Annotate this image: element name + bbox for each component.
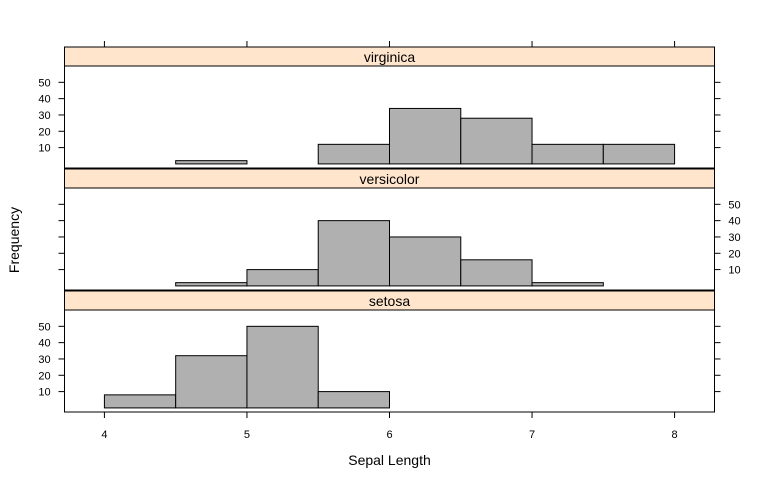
- y-axis-title: Frequency: [6, 207, 22, 273]
- strip-versicolor: [64, 168, 715, 189]
- panel-setosa: setosa: [64, 290, 715, 413]
- bar-setosa-4: [103, 394, 177, 409]
- y-tick-label-versicolor-30: 30: [728, 232, 740, 244]
- strip-label-versicolor: versicolor: [360, 171, 420, 187]
- y-tick-label-setosa-40: 40: [38, 338, 50, 350]
- panel-versicolor: versicolor: [64, 168, 715, 291]
- y-tick-label-virginica-30: 30: [38, 110, 50, 122]
- x-axis-title: Sepal Length: [348, 452, 431, 468]
- bar-versicolor-4.5: [175, 282, 248, 287]
- bar-virginica-4.5: [175, 160, 248, 165]
- bar-setosa-5: [246, 325, 319, 409]
- y-tick-label-setosa-10: 10: [38, 387, 50, 399]
- y-tick-label-virginica-40: 40: [38, 94, 50, 106]
- bar-setosa-5.5: [317, 391, 390, 409]
- x-tick-label-8: 8: [672, 429, 678, 441]
- bar-versicolor-7: [531, 282, 604, 287]
- y-tick-label-setosa-50: 50: [38, 321, 50, 333]
- x-tick-label-6: 6: [386, 429, 392, 441]
- panels-layer: virginica versicolor setosa: [64, 46, 715, 413]
- bar-setosa-4.5: [175, 355, 248, 409]
- x-tick-label-7: 7: [529, 429, 535, 441]
- y-tick-label-versicolor-50: 50: [728, 199, 740, 211]
- y-tick-label-virginica-50: 50: [38, 77, 50, 89]
- bar-versicolor-6.5: [460, 259, 533, 287]
- bar-versicolor-5.5: [317, 220, 390, 287]
- bar-virginica-5.5: [317, 143, 390, 165]
- bar-virginica-7.5: [602, 143, 676, 165]
- y-tick-label-versicolor-10: 10: [728, 265, 740, 277]
- bar-virginica-6: [389, 107, 462, 165]
- strip-label-virginica: virginica: [364, 49, 416, 65]
- x-tick-label-5: 5: [244, 429, 250, 441]
- ticks-layer: 10 20 30 40 50 10 20 30 40 50 10 20 30 40 50 4 5 6 7 8: [38, 41, 741, 441]
- y-tick-label-setosa-30: 30: [38, 354, 50, 366]
- y-tick-label-versicolor-40: 40: [728, 216, 740, 228]
- bar-virginica-7: [531, 143, 604, 165]
- bar-versicolor-6: [389, 236, 462, 287]
- strip-label-setosa: setosa: [369, 293, 410, 309]
- panel-virginica: virginica: [64, 46, 715, 169]
- y-tick-label-setosa-20: 20: [38, 370, 50, 382]
- x-tick-label-4: 4: [101, 429, 107, 441]
- bar-versicolor-5: [246, 269, 319, 287]
- bar-virginica-6.5: [460, 117, 533, 165]
- y-tick-label-virginica-10: 10: [38, 143, 50, 155]
- y-tick-label-versicolor-20: 20: [728, 248, 740, 260]
- y-tick-label-virginica-20: 20: [38, 126, 50, 138]
- strip-setosa: [64, 290, 715, 311]
